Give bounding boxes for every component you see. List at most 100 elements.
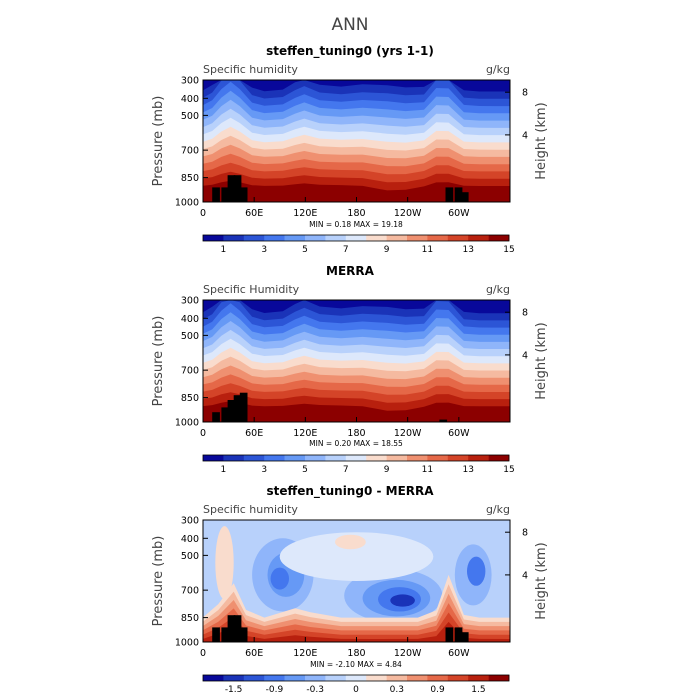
diff-blob-2	[270, 567, 289, 590]
ytick-label: 400	[181, 94, 199, 105]
colorbar-swatch	[243, 455, 265, 461]
colorbar-swatch	[447, 235, 469, 241]
min-max-stats: MIN = -2.10 MAX = 4.84	[310, 660, 402, 669]
topography-block-0	[212, 412, 220, 422]
colorbar-swatch	[386, 675, 408, 681]
colorbar-label: 7	[343, 245, 349, 255]
colorbar-label: -0.9	[266, 685, 284, 695]
topography-block-4	[239, 187, 248, 202]
topography-block-1	[221, 187, 230, 202]
contour-band-14	[203, 180, 510, 202]
topography-block-5	[445, 627, 454, 642]
xtick-label: 60W	[448, 208, 470, 219]
diff-warm-band-5	[203, 621, 510, 642]
colorbar-label: 1	[221, 465, 227, 475]
xtick-label: 120E	[293, 648, 317, 659]
diff-blob-11	[215, 526, 234, 600]
ytick-label: 850	[181, 613, 199, 624]
colorbar-swatch	[488, 455, 510, 461]
colorbar-swatch	[407, 235, 428, 241]
colorbar-swatch	[203, 455, 224, 461]
colorbar-swatch	[284, 675, 306, 681]
colorbar-swatch	[264, 675, 285, 681]
y2tick-label: 4	[522, 130, 528, 141]
units-label: g/kg	[486, 503, 510, 516]
panel-3: steffen_tuning0 - MERRA Specific humidity…	[151, 484, 549, 695]
colorbar-swatch	[407, 675, 428, 681]
topography-block-2	[227, 400, 236, 422]
ytick-label: 700	[181, 146, 199, 157]
ytick-label: 400	[181, 534, 199, 545]
colorbar-swatch	[427, 455, 449, 461]
colorbar-swatch	[264, 235, 285, 241]
colorbar-label: 9	[384, 245, 390, 255]
panel-title: steffen_tuning0 - MERRA	[266, 484, 434, 499]
ytick-label: 300	[181, 516, 199, 527]
colorbar-label: 5	[302, 465, 308, 475]
ylabel: Pressure (mb)	[151, 536, 166, 627]
ytick-label: 700	[181, 366, 199, 377]
colorbar-swatch	[223, 235, 245, 241]
colorbar-label: 11	[422, 465, 433, 475]
colorbar-swatch	[203, 675, 224, 681]
topography-block-1	[221, 407, 230, 422]
colorbar-swatch	[345, 235, 367, 241]
y2tick-label: 8	[522, 528, 528, 539]
colorbar-swatch	[223, 455, 245, 461]
colorbar-swatch	[488, 235, 510, 241]
diff-warm-band-4	[203, 612, 510, 642]
xtick-label: 120E	[293, 208, 317, 219]
colorbar-label: 9	[384, 465, 390, 475]
contour-band-14	[203, 401, 510, 422]
y2tick-label: 8	[522, 88, 528, 99]
colorbar-swatch	[427, 235, 449, 241]
panel-title: MERRA	[326, 264, 375, 278]
colorbar-swatch	[325, 455, 347, 461]
colorbar-label: 11	[422, 245, 433, 255]
colorbar-label: 13	[462, 465, 473, 475]
ytick-label: 850	[181, 393, 199, 404]
xtick-label: 60E	[245, 648, 263, 659]
ytick-label: 300	[181, 76, 199, 87]
y2label: Height (km)	[534, 102, 549, 179]
ytick-label: 300	[181, 296, 199, 307]
xtick-label: 60E	[245, 208, 263, 219]
colorbar-swatch	[345, 675, 367, 681]
topography-block-1	[221, 627, 230, 642]
colorbar-label: -1.5	[225, 685, 243, 695]
topography-block-5	[439, 419, 448, 422]
colorbar-swatch	[325, 235, 347, 241]
y2label: Height (km)	[534, 542, 549, 619]
topography-block-5	[445, 187, 454, 202]
xtick-label: 120W	[394, 648, 422, 659]
xtick-label: 0	[200, 648, 206, 659]
xtick-label: 0	[200, 208, 206, 219]
xtick-label: 60W	[448, 428, 470, 439]
colorbar-label: 3	[261, 465, 267, 475]
colorbar-label: 15	[503, 465, 514, 475]
colorbar-swatch	[305, 235, 326, 241]
min-max-stats: MIN = 0.18 MAX = 19.18	[309, 220, 403, 229]
units-label: g/kg	[486, 283, 510, 296]
colorbar-swatch	[468, 675, 489, 681]
topography-block-6	[454, 627, 463, 642]
xtick-label: 180	[347, 208, 365, 219]
ytick-label: 1000	[175, 198, 199, 209]
xtick-label: 60E	[245, 428, 263, 439]
colorbar-label: 15	[503, 245, 514, 255]
colorbar-swatch	[427, 675, 449, 681]
colorbar-swatch	[468, 455, 489, 461]
ytick-label: 500	[181, 551, 199, 562]
colorbar-swatch	[447, 675, 469, 681]
colorbar-frame	[202, 674, 510, 682]
colorbar-label: -0.3	[306, 685, 324, 695]
topography-block-7	[460, 192, 469, 202]
colorbar-swatch	[386, 235, 408, 241]
page-title: ANN	[331, 15, 368, 35]
xtick-label: 180	[347, 648, 365, 659]
colorbar-label: 0	[353, 685, 359, 695]
topography-block-6	[454, 187, 463, 202]
colorbar-swatch	[386, 455, 408, 461]
xtick-label: 0	[200, 428, 206, 439]
